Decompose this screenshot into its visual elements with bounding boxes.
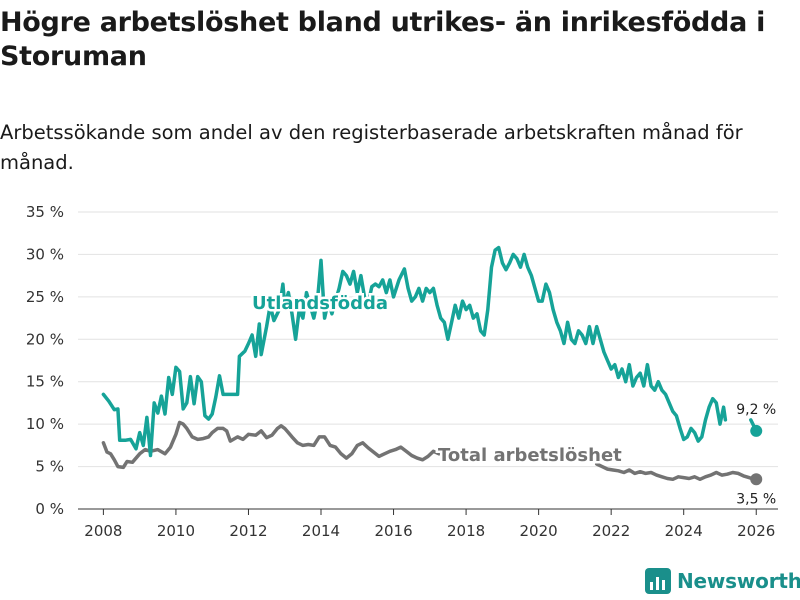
chart-subtitle: Arbetssökande som andel av den registerb… bbox=[0, 121, 743, 174]
y-tick-label: 35 % bbox=[26, 203, 64, 221]
x-tick-label: 2012 bbox=[229, 522, 267, 540]
x-tick-label: 2014 bbox=[302, 522, 340, 540]
brand-name: Newsworthy bbox=[677, 569, 800, 593]
y-tick-label: 5 % bbox=[35, 458, 64, 476]
y-tick-label: 20 % bbox=[26, 330, 64, 348]
newsworthy-logo: Newsworthy bbox=[645, 568, 800, 594]
y-axis-ticks: 0 % 5 % 10 % 15 % 20 % 25 % 30 % 35 % bbox=[26, 203, 64, 518]
series-line-total-arbetsloshet bbox=[101, 420, 441, 470]
x-tick-label: 2010 bbox=[157, 522, 195, 540]
end-label-utlandsfodda: 9,2 % bbox=[736, 402, 776, 418]
chart-title: Högre arbetslöshet bland utrikes- än inr… bbox=[0, 7, 766, 72]
end-dot-total-arbetsloshet bbox=[750, 473, 763, 486]
series-label-utlandsfodda: Utlandsfödda bbox=[252, 293, 388, 314]
x-tick-label: 2026 bbox=[737, 522, 775, 540]
end-label-total-arbetsloshet: 3,5 % bbox=[736, 491, 776, 507]
y-tick-label: 10 % bbox=[26, 415, 64, 433]
gridlines bbox=[78, 211, 778, 468]
x-tick-label: 2018 bbox=[447, 522, 485, 540]
series-label-total-arbetsloshet: Total arbetslöshet bbox=[438, 445, 622, 466]
x-tick-label: 2020 bbox=[520, 522, 558, 540]
y-tick-label: 0 % bbox=[35, 500, 64, 518]
newsworthy-bar-chart-icon bbox=[645, 568, 671, 594]
series-line-total-arbetsloshet-end bbox=[594, 462, 757, 482]
x-tick-label: 2008 bbox=[84, 522, 122, 540]
series-lines bbox=[101, 245, 763, 486]
end-dot-utlandsfodda bbox=[750, 424, 763, 437]
x-axis-ticks: 2008 2010 2012 2014 2016 2018 2020 2022 2024 2026 bbox=[84, 509, 775, 540]
x-tick-label: 2024 bbox=[665, 522, 703, 540]
y-tick-label: 15 % bbox=[26, 373, 64, 391]
y-tick-label: 30 % bbox=[26, 245, 64, 263]
y-tick-label: 25 % bbox=[26, 288, 64, 306]
series-labels: 9,2 % 3,5 % Utlandsfödda Total arbetslöshet bbox=[250, 291, 779, 510]
series-line-utlandsfodda bbox=[101, 245, 728, 458]
x-tick-label: 2022 bbox=[592, 522, 630, 540]
x-tick-label: 2016 bbox=[374, 522, 412, 540]
